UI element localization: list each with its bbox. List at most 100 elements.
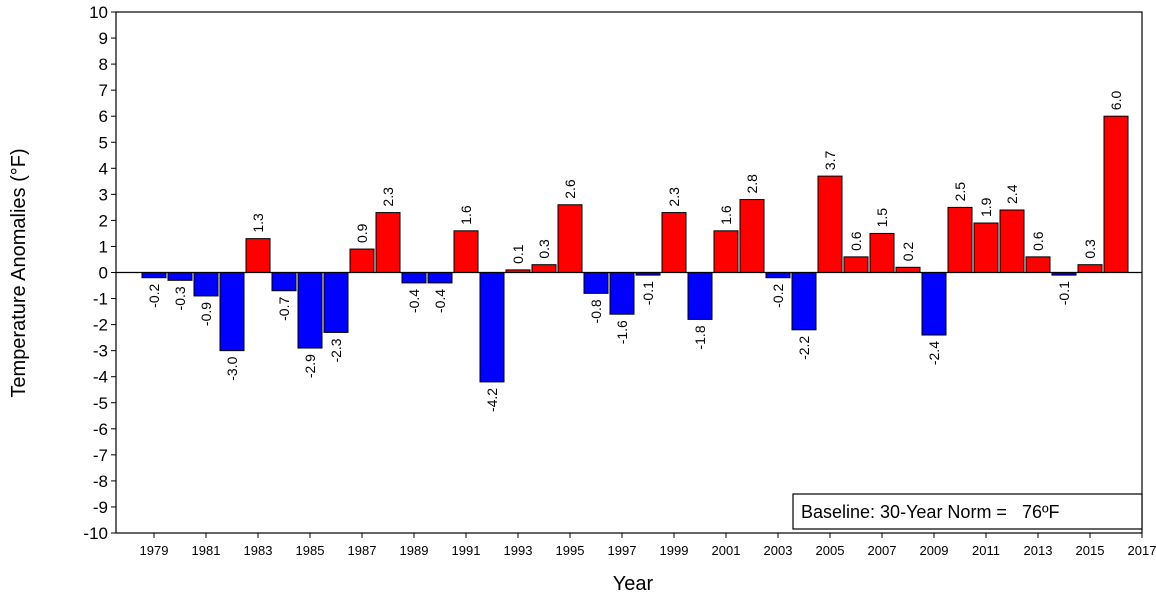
data-label-1998: -0.1 [640, 281, 656, 305]
bar-2012 [999, 209, 1025, 273]
data-labels-group: -0.2 -0.3 -0.9 -3.0 1.3 -0.7 -2.9 -2.3 0.9 2.3 -0.… [146, 91, 1124, 413]
x-tick-label: 1997 [608, 543, 637, 558]
x-tick-label: 1981 [192, 543, 221, 558]
bar-1979 [141, 272, 167, 279]
data-label-2016: 6.0 [1108, 91, 1124, 111]
data-label-1980: -0.3 [172, 286, 188, 310]
bar-1995 [557, 204, 583, 274]
data-label-1985: -2.9 [302, 354, 318, 378]
y-tick-label: -10 [83, 524, 108, 543]
y-tick-label: -4 [93, 368, 108, 387]
x-tick-label: 2003 [764, 543, 793, 558]
bar-2005 [817, 175, 843, 274]
bar-2004 [791, 272, 817, 331]
data-label-2008: 0.2 [900, 242, 916, 262]
bar-1984 [271, 272, 297, 292]
data-label-1979: -0.2 [146, 283, 162, 307]
bar-1992 [479, 272, 505, 383]
x-tick-label: 2011 [972, 543, 1000, 558]
y-tick-label: -8 [93, 472, 108, 491]
data-label-2005: 3.7 [822, 150, 838, 170]
bars-group [141, 115, 1129, 383]
data-label-1984: -0.7 [276, 297, 292, 321]
y-tick-label: 2 [99, 211, 108, 230]
x-tick-label: 1985 [296, 543, 325, 558]
data-label-2013: 0.6 [1030, 231, 1046, 251]
x-tick-label: 2009 [920, 543, 949, 558]
data-label-1999: 2.3 [666, 187, 682, 207]
bar-2007 [869, 232, 895, 274]
data-label-2003: -0.2 [770, 283, 786, 307]
plot-frame [115, 11, 1143, 534]
x-tick-label: 2005 [816, 543, 845, 558]
y-tick-label: 5 [99, 133, 108, 152]
data-label-2001: 1.6 [718, 205, 734, 225]
y-tick-label: 1 [99, 237, 108, 256]
baseline-note-box: Baseline: 30-Year Norm = 76ºF [792, 493, 1143, 530]
data-label-1991: 1.6 [458, 205, 474, 225]
x-tick-label: 2017 [1128, 543, 1156, 558]
x-tick-label: 1989 [400, 543, 429, 558]
x-tick-label: 1995 [556, 543, 585, 558]
x-tick-label: 1979 [140, 543, 169, 558]
data-label-2010: 2.5 [952, 182, 968, 202]
bar-1988 [375, 212, 401, 274]
bar-2001 [713, 230, 739, 274]
y-tick-label: -1 [93, 290, 108, 309]
x-tick-label: 1993 [504, 543, 533, 558]
data-label-2014: -0.1 [1056, 281, 1072, 305]
data-label-1988: 2.3 [380, 187, 396, 207]
bar-2013 [1025, 256, 1051, 273]
data-label-1996: -0.8 [588, 299, 604, 323]
data-label-2002: 2.8 [744, 174, 760, 194]
y-tick-label: -7 [93, 446, 108, 465]
y-tick-label: 0 [99, 264, 108, 283]
bar-2016 [1103, 115, 1129, 273]
bar-1996 [583, 272, 609, 294]
data-label-1986: -2.3 [328, 338, 344, 362]
y-tick-label: -5 [93, 394, 108, 413]
y-tick-label: 9 [99, 29, 108, 48]
bar-1994 [531, 264, 557, 273]
y-axis-title: Temperature Anomalies (°F) [8, 148, 30, 397]
y-tick-label: -2 [93, 316, 108, 335]
data-label-1990: -0.4 [432, 289, 448, 313]
y-tick-label: 7 [99, 81, 108, 100]
data-label-1992: -4.2 [484, 388, 500, 412]
data-label-1981: -0.9 [198, 302, 214, 326]
x-tick-label: 2007 [868, 543, 897, 558]
x-axis-ticks: 1979 1981 1983 1985 1987 1989 1991 1993 1995 1997… [140, 533, 1156, 558]
data-label-1993: 0.1 [510, 244, 526, 264]
y-tick-label: -9 [93, 498, 108, 517]
bar-2003 [765, 272, 791, 279]
data-label-1987: 0.9 [354, 223, 370, 243]
x-tick-label: 2001 [712, 543, 741, 558]
bar-1999 [661, 212, 687, 274]
bar-1980 [167, 272, 193, 281]
bar-1982 [219, 272, 245, 352]
bar-1983 [245, 238, 271, 273]
x-tick-label: 2013 [1024, 543, 1053, 558]
bar-2002 [739, 199, 765, 273]
y-tick-label: 4 [99, 159, 108, 178]
y-tick-label: 6 [99, 107, 108, 126]
data-label-1989: -0.4 [406, 289, 422, 313]
bar-2000 [687, 272, 713, 320]
bar-1985 [297, 272, 323, 349]
bar-2008 [895, 266, 921, 274]
x-tick-label: 2015 [1076, 543, 1105, 558]
data-label-2007: 1.5 [874, 208, 890, 228]
data-label-2012: 2.4 [1004, 184, 1020, 204]
data-label-2000: -1.8 [692, 325, 708, 349]
x-tick-label: 1987 [348, 543, 377, 558]
bar-1991 [453, 230, 479, 274]
bar-1990 [427, 272, 453, 284]
y-tick-label: 10 [89, 3, 108, 22]
bar-1981 [193, 272, 219, 297]
bar-1989 [401, 272, 427, 284]
bar-2015 [1077, 264, 1103, 273]
x-tick-label: 1991 [452, 543, 481, 558]
y-tick-label: 3 [99, 185, 108, 204]
data-label-2009: -2.4 [926, 341, 942, 365]
